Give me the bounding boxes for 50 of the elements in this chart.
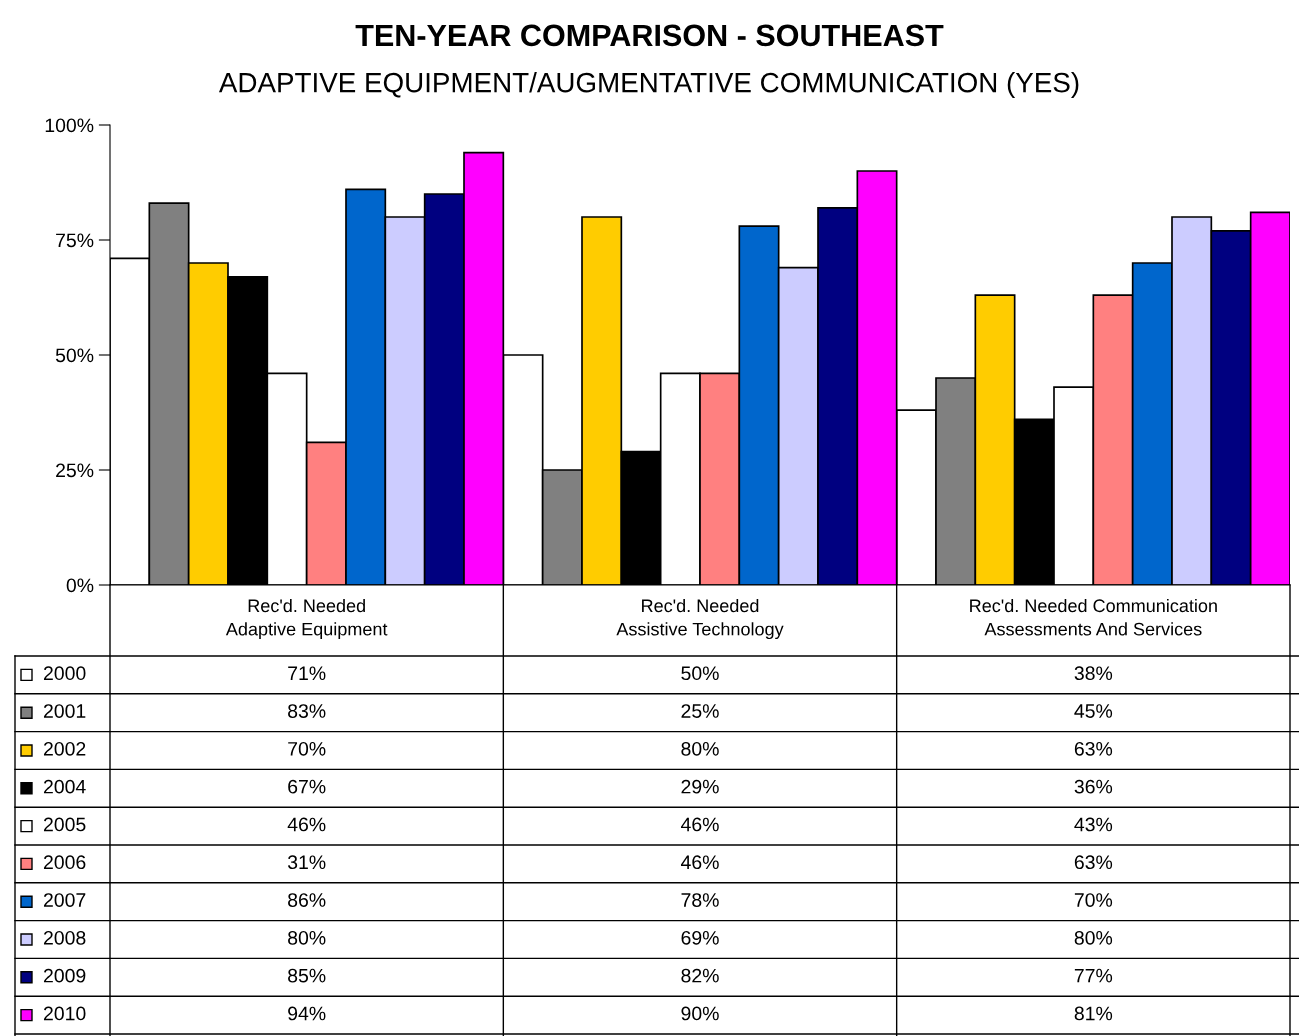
data-label: 69%	[681, 930, 719, 945]
y-tick-label: 100%	[45, 118, 94, 133]
data-label: 85%	[288, 968, 326, 983]
y-tick-label: 25%	[56, 463, 94, 478]
data-label: 94%	[288, 1006, 326, 1021]
legend-label: 2004	[43, 779, 86, 794]
data-label: 70%	[1074, 893, 1113, 907]
x-tick-label: Rec'd. Needed Communication Assessments And Services	[970, 598, 1217, 636]
data-label: 50%	[681, 666, 719, 681]
data-label: 90%	[681, 1006, 719, 1021]
legend-label: 2008	[43, 930, 86, 945]
data-label: 46%	[287, 817, 326, 832]
legend-label: 2006	[43, 855, 86, 870]
chart-subtitle: ADAPTIVE EQUIPMENT/AUGMENTATIVE COMMUNICATION (YES)	[218, 72, 1079, 98]
data-label: 80%	[681, 741, 719, 756]
y-tick-label: 0%	[66, 578, 94, 593]
legend-label: 2000	[43, 666, 86, 681]
y-tick-label: 75%	[56, 233, 94, 248]
legend-label: 2002	[43, 741, 86, 756]
data-label: 29%	[681, 779, 719, 794]
data-label: 31%	[287, 855, 326, 870]
data-label: 83%	[288, 704, 326, 718]
data-label: 46%	[680, 855, 719, 870]
legend-label: 2010	[43, 1006, 86, 1021]
data-label: 63%	[1074, 741, 1113, 756]
data-label: 38%	[1074, 666, 1113, 681]
legend-label: 2007	[43, 893, 86, 907]
data-label: 46%	[680, 817, 719, 832]
chart-title: TEN-YEAR COMPARISON - SOUTHEAST	[355, 24, 944, 47]
data-label: 36%	[1074, 779, 1113, 794]
data-label: 71%	[288, 666, 326, 681]
x-tick-label: Rec'd. Needed Assistive Technology	[616, 598, 784, 640]
data-label: 45%	[1074, 704, 1113, 718]
data-label: 67%	[288, 779, 326, 794]
data-label: 70%	[288, 741, 326, 756]
data-label: 63%	[1074, 855, 1113, 870]
legend-label: 2005	[43, 817, 86, 832]
data-label: 86%	[288, 893, 326, 907]
legend-label: 2001	[43, 704, 86, 718]
data-label: 43%	[1074, 817, 1113, 832]
data-label: 77%	[1074, 968, 1113, 983]
data-label: 82%	[681, 968, 719, 983]
data-label: 80%	[1074, 930, 1113, 945]
data-label: 80%	[288, 930, 326, 945]
data-label: 81%	[1074, 1006, 1113, 1021]
x-tick-label: Rec'd. Needed Adaptive Equipment	[225, 598, 388, 640]
data-label: 78%	[681, 893, 719, 907]
legend-label: 2009	[43, 968, 86, 983]
data-label: 25%	[681, 704, 719, 718]
y-tick-label: 50%	[55, 348, 94, 363]
